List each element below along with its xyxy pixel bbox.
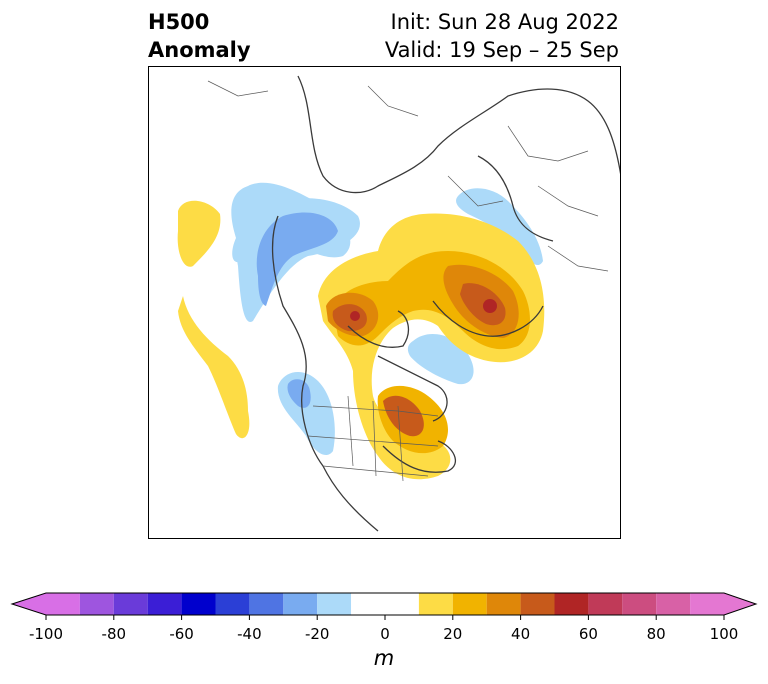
colorbar-tick-label: -80 bbox=[101, 625, 127, 643]
colorbar-tick-label: -60 bbox=[169, 625, 194, 643]
borders bbox=[207, 80, 609, 482]
colorbar-segment bbox=[656, 593, 691, 615]
valid-range: Valid: 19 Sep – 25 Sep bbox=[384, 38, 619, 62]
colorbar-tick-label: 40 bbox=[511, 625, 531, 643]
colorbar-segment bbox=[486, 593, 521, 615]
colorbar-segment bbox=[520, 593, 555, 615]
positive-anomaly-core-left-inner bbox=[332, 304, 367, 332]
forecast-dates: Init: Sun 28 Aug 2022 Valid: 19 Sep – 25… bbox=[385, 8, 619, 64]
negative-anomaly-pacific-core bbox=[287, 379, 311, 408]
yellow-anomaly-contours bbox=[177, 200, 545, 480]
positive-anomaly-pacific-west bbox=[177, 200, 221, 267]
anomaly-map bbox=[148, 66, 621, 539]
colorbar-extend-max bbox=[724, 593, 756, 615]
colorbar-tick-label: 100 bbox=[709, 625, 739, 643]
colorbar-segment bbox=[249, 593, 284, 615]
colorbar-tick-label: 80 bbox=[646, 625, 666, 643]
variable-name: H500 bbox=[148, 10, 210, 34]
colorbar-tick-label: 0 bbox=[380, 625, 390, 643]
colorbar-segment bbox=[690, 593, 724, 615]
colorbar-segment bbox=[215, 593, 250, 615]
colorbar-tick-label: -20 bbox=[304, 625, 330, 643]
colorbar-segment bbox=[452, 593, 487, 615]
positive-anomaly-max-left bbox=[350, 311, 360, 321]
init-date: Init: Sun 28 Aug 2022 bbox=[390, 10, 619, 34]
positive-anomaly-pacific-south bbox=[178, 296, 250, 439]
colorbar-segment bbox=[181, 593, 216, 615]
colorbar-segment bbox=[588, 593, 623, 615]
colorbar-segment bbox=[283, 593, 318, 615]
colorbar-segment bbox=[351, 593, 419, 615]
colorbar-tick-label: 20 bbox=[443, 625, 463, 643]
positive-anomaly-max-right bbox=[483, 299, 497, 313]
positive-anomaly-core-right-inner bbox=[460, 283, 506, 326]
colorbar-tick-label: -40 bbox=[237, 625, 262, 643]
blue-anomaly-contours bbox=[231, 182, 543, 456]
colorbar bbox=[10, 592, 758, 620]
colorbar-extend-min bbox=[12, 593, 46, 615]
product-kind: Anomaly bbox=[148, 38, 251, 62]
colorbar-segment bbox=[147, 593, 182, 615]
colorbar-segment bbox=[79, 593, 114, 615]
colorbar-segment bbox=[317, 593, 352, 615]
map-title: H500 Anomaly bbox=[148, 8, 251, 64]
colorbar-tick-label: 60 bbox=[578, 625, 598, 643]
negative-anomaly-core-west bbox=[256, 212, 338, 306]
colorbar-segment bbox=[554, 593, 589, 615]
colorbar-segment bbox=[418, 593, 453, 615]
positive-anomaly-core-canada bbox=[383, 395, 424, 437]
colorbar-segment bbox=[46, 593, 80, 615]
coastlines bbox=[271, 75, 621, 532]
colorbar-tick-label: -100 bbox=[28, 625, 64, 643]
colorbar-segment bbox=[622, 593, 657, 615]
colorbar-segment bbox=[113, 593, 148, 615]
colorbar-unit: m bbox=[373, 646, 395, 670]
